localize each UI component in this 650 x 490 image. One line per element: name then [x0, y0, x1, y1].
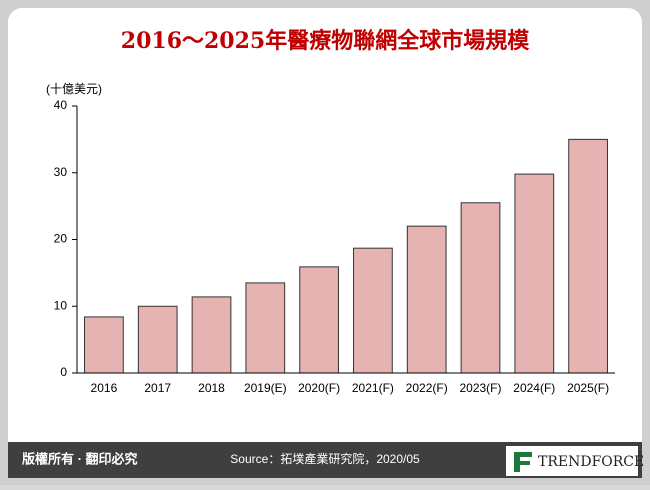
x-tick-label: 2018	[198, 381, 225, 395]
y-axis-label: (十億美元)	[46, 82, 102, 96]
bar	[299, 266, 339, 374]
y-tick-label: 40	[54, 98, 68, 112]
x-tick-label: 2025(F)	[567, 381, 609, 395]
x-tick-label: 2023(F)	[459, 381, 501, 395]
y-tick-label: 10	[54, 298, 68, 312]
x-tick-label: 2017	[144, 381, 171, 395]
copyright: 版權所有 · 翻印必究	[22, 451, 138, 466]
chart-title: 2016～2025年醫療物聯網全球市場規模	[121, 28, 530, 54]
bar	[137, 305, 178, 374]
bar	[245, 282, 286, 374]
y-tick-label: 0	[60, 365, 67, 379]
bar	[191, 296, 232, 374]
bar	[353, 247, 393, 374]
bar	[84, 316, 124, 374]
x-tick-label: 2024(F)	[513, 381, 555, 395]
x-tick-label: 2021(F)	[352, 381, 394, 395]
bar	[568, 138, 608, 374]
y-tick-label: 20	[54, 232, 68, 246]
logo-text: TRENDFORCE	[538, 454, 644, 470]
bar	[514, 173, 555, 374]
y-tick-label: 30	[54, 165, 68, 179]
bar	[406, 225, 447, 374]
logo-icon	[514, 452, 532, 472]
x-tick-label: 2022(F)	[406, 381, 448, 395]
x-tick-label: 2019(E)	[244, 381, 287, 395]
source: Source：拓墣產業研究院，2020/05	[230, 451, 420, 466]
x-tick-label: 2020(F)	[298, 381, 340, 395]
x-tick-label: 2016	[91, 381, 118, 395]
bar	[460, 202, 501, 374]
